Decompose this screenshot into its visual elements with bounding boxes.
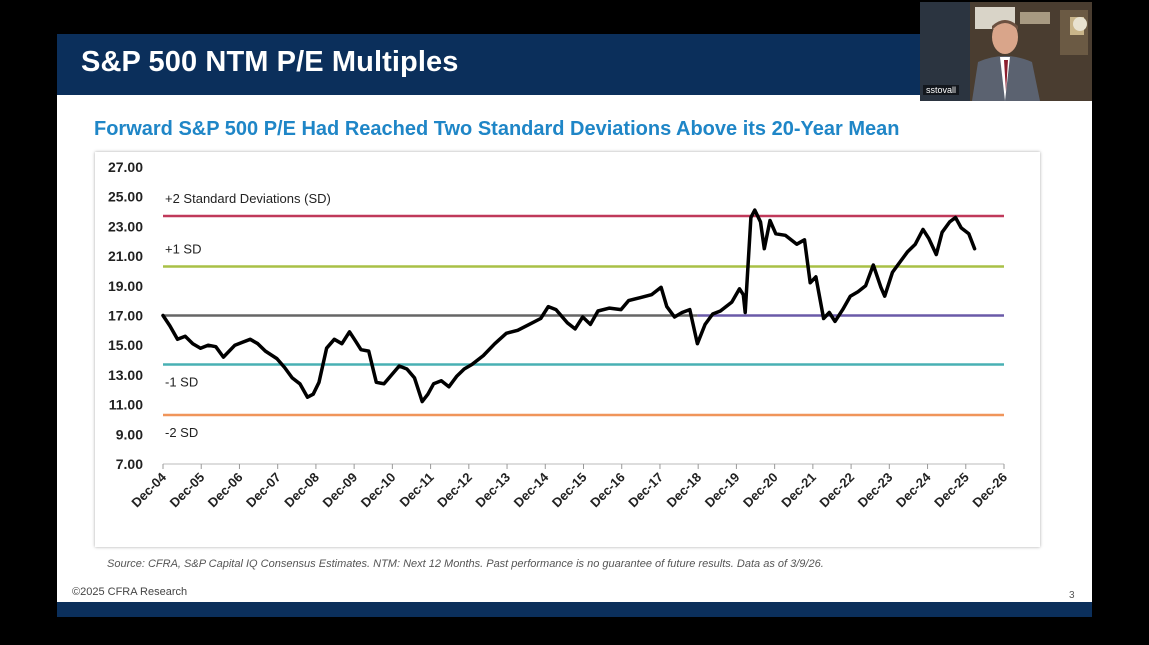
- y-tick-label: 23.00: [108, 218, 143, 234]
- slide-title: S&P 500 NTM P/E Multiples: [81, 46, 459, 78]
- page-number: 3: [1069, 590, 1075, 601]
- y-tick-label: 9.00: [116, 426, 143, 442]
- pe-line-chart: 27.00 25.00 23.00 21.00 19.00 17.00 15.00 13.00…: [108, 159, 1010, 511]
- x-tick-label: Dec-05: [167, 470, 208, 511]
- y-tick-label: 25.00: [108, 189, 143, 205]
- header-bar: S&P 500 NTM P/E Multiples: [57, 34, 1092, 95]
- slide: S&P 500 NTM P/E Multiples Forward S&P 50…: [57, 34, 1092, 617]
- y-tick-label: 27.00: [108, 159, 143, 175]
- presenter-image: [920, 2, 1092, 101]
- copyright: ©2025 CFRA Research: [72, 586, 188, 598]
- x-tick-label: Dec-06: [205, 470, 246, 511]
- x-tick-label: Dec-14: [511, 469, 552, 510]
- y-tick-label: 13.00: [108, 367, 143, 383]
- ref-label: -1 SD: [165, 375, 198, 390]
- y-tick-label: 11.00: [109, 397, 143, 413]
- x-tick-label: Dec-11: [396, 470, 436, 510]
- x-tick-label: Dec-15: [549, 470, 590, 511]
- x-tick-label: Dec-09: [319, 470, 360, 511]
- source-note: Source: CFRA, S&P Capital IQ Consensus E…: [107, 558, 824, 570]
- x-tick-label: Dec-17: [625, 470, 666, 511]
- x-tick-label: Dec-04: [128, 469, 169, 510]
- chart-frame: 27.00 25.00 23.00 21.00 19.00 17.00 15.00 13.00…: [95, 152, 1040, 547]
- x-tick-label: Dec-12: [434, 470, 475, 511]
- x-tick-label: Dec-13: [472, 470, 513, 511]
- x-tick-label: Dec-20: [740, 470, 781, 511]
- ref-label: +1 SD: [165, 241, 202, 256]
- chart-subtitle: Forward S&P 500 P/E Had Reached Two Stan…: [94, 118, 900, 140]
- y-tick-label: 21.00: [108, 248, 143, 264]
- pe-series-line: [161, 208, 977, 404]
- y-tick-label: 19.00: [108, 278, 143, 294]
- webcam-username: sstovall: [923, 85, 960, 95]
- y-tick-label: 17.00: [108, 308, 143, 324]
- x-tick-label: Dec-21: [778, 470, 819, 511]
- ref-label: +2 Standard Deviations (SD): [165, 191, 331, 206]
- x-tick-label: Dec-25: [931, 470, 972, 511]
- y-tick-label: 7.00: [116, 456, 143, 472]
- ref-label: -2 SD: [165, 425, 198, 440]
- x-tick-label: Dec-07: [243, 470, 284, 511]
- x-tick-label: Dec-23: [855, 470, 896, 511]
- x-tick-label: Dec-08: [281, 470, 322, 511]
- x-tick-label: Dec-19: [702, 470, 743, 511]
- webcam-feed: sstovall: [920, 2, 1092, 101]
- x-tick-label: Dec-22: [816, 470, 857, 511]
- x-tick-label: Dec-16: [587, 470, 628, 511]
- footer-bar: [57, 602, 1092, 617]
- y-tick-label: 15.00: [108, 337, 143, 353]
- x-tick-label: Dec-24: [893, 469, 934, 510]
- x-tick-label: Dec-26: [969, 470, 1010, 511]
- x-tick-label: Dec-10: [358, 470, 399, 511]
- x-tick-label: Dec-18: [664, 470, 705, 511]
